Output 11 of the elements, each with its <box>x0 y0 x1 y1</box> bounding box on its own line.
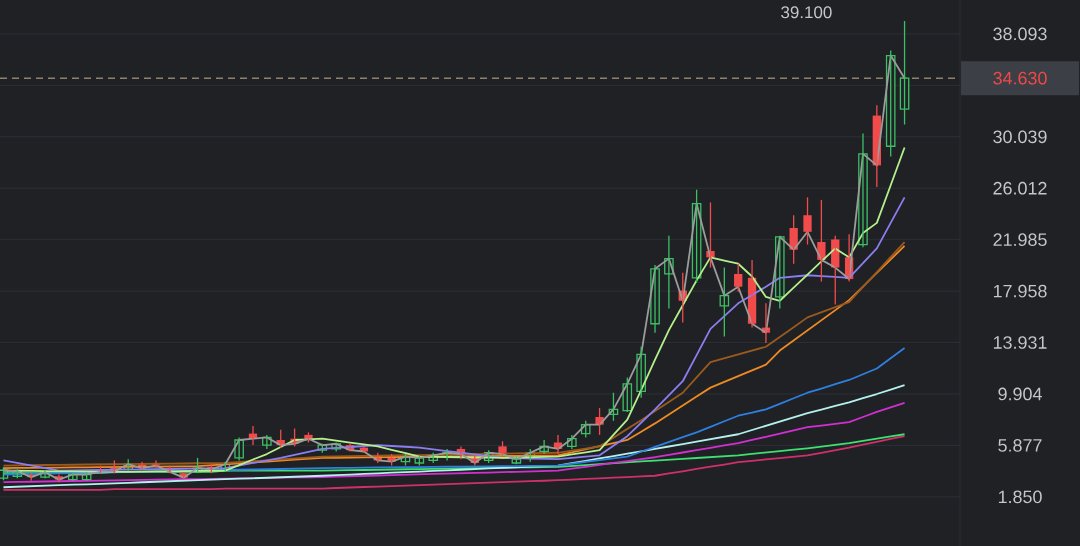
y-tick-label: 5.877 <box>998 439 1042 452</box>
ref-line-label: 34.630 <box>993 71 1047 85</box>
y-tick-label: 21.985 <box>993 233 1047 247</box>
y-tick-label: 38.093 <box>993 27 1047 41</box>
annotation: 39.100 <box>781 6 832 19</box>
y-tick-label: 17.958 <box>993 284 1047 298</box>
y-tick-label: 26.012 <box>993 181 1047 195</box>
y-tick-label: 13.931 <box>993 336 1047 349</box>
y-tick-label: 1.850 <box>998 490 1042 504</box>
y-tick-label: 30.039 <box>993 130 1047 144</box>
y-tick-label: 9.904 <box>998 387 1042 401</box>
